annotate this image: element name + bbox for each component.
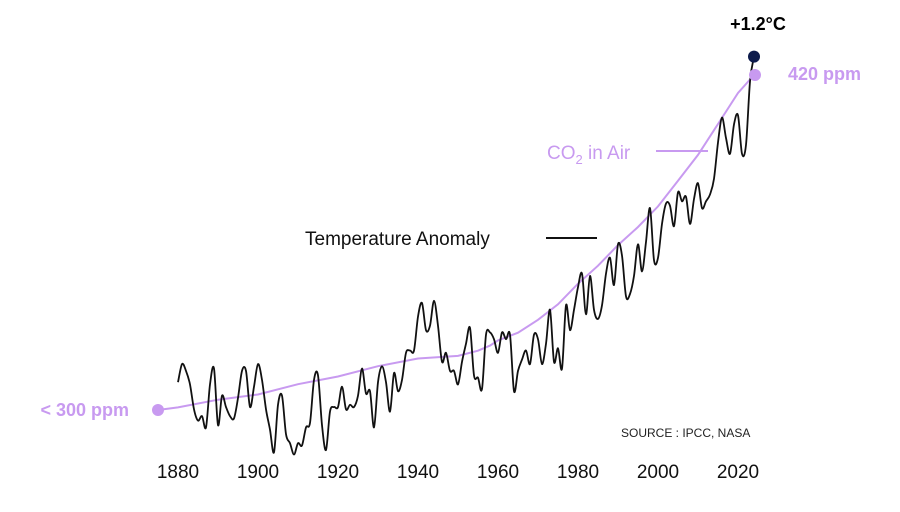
co2-label-rest: in Air xyxy=(583,143,631,164)
co2-end-label: 420 ppm xyxy=(788,64,861,84)
end-temperature-label: +1.2°C xyxy=(730,14,786,34)
x-tick-label: 2000 xyxy=(637,462,679,483)
co2-series-label: CO2 in Air xyxy=(547,143,631,167)
x-tick-label: 1940 xyxy=(397,462,439,483)
x-tick-label: 2020 xyxy=(717,462,759,483)
temperature-series-label: Temperature Anomaly xyxy=(305,229,490,250)
co2-end-point xyxy=(749,69,761,81)
x-tick-label: 1920 xyxy=(317,462,359,483)
x-tick-label: 1900 xyxy=(237,462,279,483)
x-tick-label: 1960 xyxy=(477,462,519,483)
co2-start-point xyxy=(152,404,164,416)
temperature-series-line xyxy=(177,56,755,456)
x-tick-label: 1880 xyxy=(157,462,199,483)
x-tick-label: 1980 xyxy=(557,462,599,483)
co2-label-subscript: 2 xyxy=(576,152,583,167)
x-axis-ticks: 1880 1900 1920 1940 1960 1980 2000 2020 xyxy=(157,462,759,483)
co2-series-line xyxy=(157,74,755,411)
temperature-end-point xyxy=(748,50,760,63)
source-note: SOURCE : IPCC, NASA xyxy=(621,426,750,440)
co2-start-label: < 300 ppm xyxy=(40,400,129,420)
co2-label-main: CO xyxy=(547,143,576,164)
